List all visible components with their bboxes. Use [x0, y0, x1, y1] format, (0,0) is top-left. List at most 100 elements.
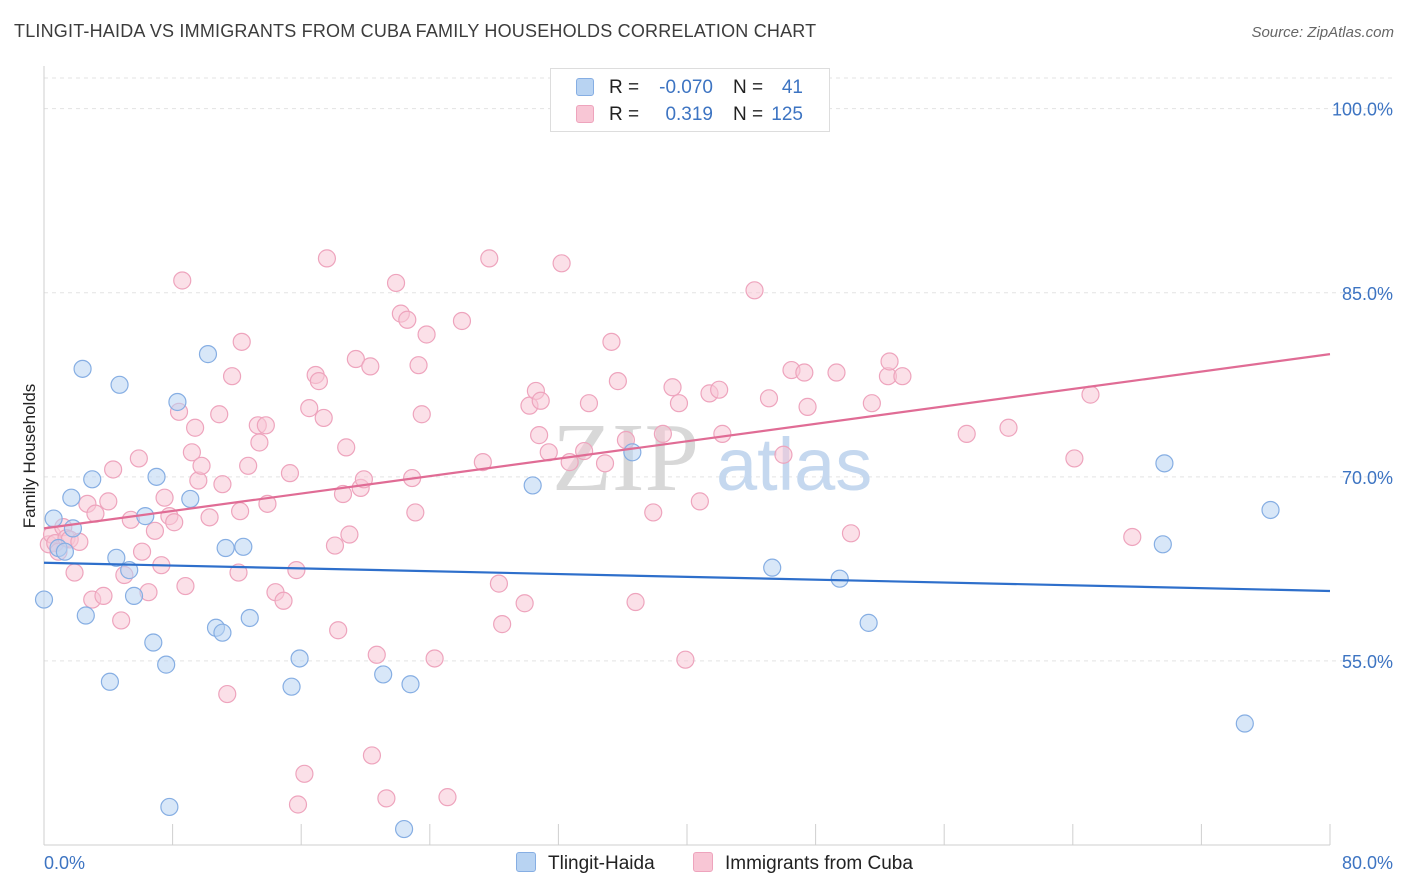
cuba-point [317, 249, 337, 268]
cuba-point [182, 443, 201, 462]
source-note: Source: ZipAtlas.com [1251, 24, 1394, 41]
cuba-point [759, 389, 779, 408]
cuba-point [104, 460, 123, 479]
cuba-point [145, 521, 165, 540]
legend-row-immigrants-from-cuba: R = 0.319 N = 125 [551, 100, 829, 128]
pink-swatch [693, 852, 713, 872]
cuba-point [377, 789, 396, 808]
cuba-point [745, 281, 764, 300]
tlingit-haida-point [859, 613, 878, 632]
series-immigrants-from-cuba-points [39, 249, 1142, 814]
cuba-point [314, 408, 333, 428]
tlingit-haida-point [623, 443, 642, 462]
tlingit-haida-point [55, 542, 74, 561]
tlingit-haida-point [76, 606, 95, 625]
tlingit-haida-point [1153, 535, 1172, 554]
tlingit-haida-point [198, 345, 218, 364]
cuba-point [644, 503, 663, 522]
cuba-point [340, 525, 359, 544]
tlingit-haida-point [240, 608, 259, 628]
cuba-point [489, 574, 509, 593]
cuba-point [663, 378, 682, 397]
tlingit-haida-point [44, 509, 63, 528]
cuba-point [287, 561, 306, 580]
tick-labels: 55.0% 70.0% 85.0% 100.0% 0.0% 80.0% [44, 100, 1393, 873]
series-legend: Tlingit-Haida Immigrants from Cuba [0, 852, 1406, 878]
cuba-point [713, 424, 732, 443]
cuba-point [406, 503, 425, 522]
tlingit-haida-point [1235, 714, 1254, 733]
watermark-atlas: atlas [716, 423, 872, 506]
blue-swatch [576, 78, 594, 96]
cuba-point [999, 418, 1018, 437]
cuba-point [386, 273, 406, 293]
cuba-point [329, 621, 348, 640]
cuba-point [774, 445, 793, 464]
axes [43, 66, 1331, 846]
cuba-point [710, 380, 729, 399]
tlingit-haida-point [100, 672, 120, 691]
cuba-point [231, 502, 250, 521]
cuba-point [690, 492, 709, 511]
cuba-point [626, 592, 645, 612]
tlingit-haida-point [34, 590, 54, 609]
cuba-point [362, 746, 382, 765]
cuba-point [893, 367, 912, 386]
cuba-point [65, 563, 84, 582]
x-tick-label-min: 0.0% [44, 853, 85, 873]
tlingit-haida-point [168, 392, 187, 412]
tlingit-haida-point [290, 649, 309, 668]
tlingit-haida-point [124, 586, 144, 605]
cuba-point [132, 542, 152, 561]
cuba-point [676, 650, 695, 669]
tlingit-haida-point [83, 470, 102, 489]
cuba-point [337, 438, 356, 457]
cuba-point [409, 356, 428, 375]
cuba-point [595, 454, 615, 473]
blue-swatch [516, 852, 536, 872]
cuba-point [798, 397, 817, 416]
trend-lines [43, 353, 1331, 593]
cuba-point [229, 563, 248, 582]
n-label: N = [733, 77, 764, 98]
trend-line-tlingit-haida [43, 561, 1331, 593]
cuba-point [1081, 385, 1100, 404]
cuba-point [473, 453, 492, 472]
tlingit-haida-point [216, 538, 235, 558]
r-label: R = [609, 104, 640, 125]
cuba-point [493, 615, 512, 634]
r-value: -0.070 [659, 77, 713, 98]
tlingit-haida-point [1155, 454, 1174, 473]
cuba-point [295, 764, 314, 783]
cuba-point [280, 464, 300, 483]
n-label: N = [733, 104, 764, 125]
tlingit-haida-point [157, 655, 176, 674]
tlingit-haida-point [394, 819, 414, 839]
cuba-point [274, 591, 293, 610]
tlingit-haida-point [234, 537, 253, 556]
legend-item-tlingit-haida[interactable]: Tlingit-Haida [516, 852, 655, 875]
cuba-point [256, 416, 275, 435]
cuba-point [129, 449, 148, 468]
cuba-point [425, 649, 444, 668]
r-label: R = [609, 77, 640, 98]
tlingit-haida-point [107, 548, 126, 567]
r-value: 0.319 [665, 104, 713, 125]
cuba-point [210, 405, 229, 424]
y-tick-label: 100.0% [1332, 100, 1393, 120]
cuba-point [333, 484, 353, 504]
cuba-point [325, 536, 345, 555]
tlingit-haida-point [73, 359, 92, 378]
legend-item-immigrants-from-cuba[interactable]: Immigrants from Cuba [693, 852, 913, 875]
cuba-point [880, 352, 899, 371]
stats-legend: R = -0.070 N = 41 R = 0.319 N = 125 [550, 68, 830, 132]
cuba-point [218, 684, 237, 704]
cuba-point [862, 394, 881, 413]
cuba-point [438, 788, 457, 807]
tlingit-haida-point [120, 561, 139, 580]
cuba-point [200, 508, 219, 527]
cuba-point [515, 594, 534, 613]
tlingit-haida-point [144, 633, 163, 652]
cuba-point [398, 310, 417, 329]
cuba-point [417, 325, 436, 344]
